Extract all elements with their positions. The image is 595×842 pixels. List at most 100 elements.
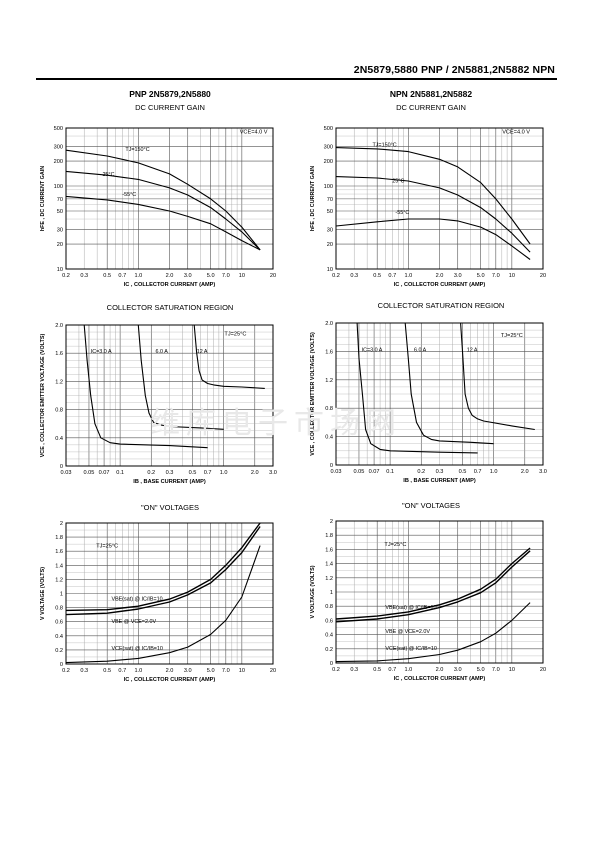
series-label: VCE(sat) @ IC/IB=10 (111, 646, 162, 652)
x-tick-label: 3.0 (454, 273, 462, 279)
x-tick-label: 1.0 (134, 273, 142, 279)
x-tick-label: 10 (239, 273, 245, 279)
y-tick-label: 0 (60, 464, 63, 470)
x-tick-label: 0.7 (474, 469, 482, 475)
x-tick-label: 5.0 (207, 273, 215, 279)
x-tick-label: 5.0 (477, 667, 485, 673)
series-line (335, 147, 531, 245)
y-tick-label: 100 (54, 184, 63, 190)
plot-frame (335, 322, 544, 466)
y-tick-label: 1.6 (325, 547, 333, 553)
x-tick-label: 0.05 (84, 470, 95, 476)
x-tick-label: 0.2 (417, 469, 425, 475)
pnp-gain-title: DC CURRENT GAIN (135, 103, 205, 112)
y-tick-label: 1.6 (55, 549, 63, 555)
series-line (83, 324, 208, 449)
x-axis-label: IC , COLLECTOR CURRENT (AMP) (394, 282, 486, 288)
npn-sat-title: COLLECTOR SATURATION REGION (377, 301, 505, 310)
series-label: 6.0 A (414, 347, 427, 353)
x-tick-label: 2.0 (251, 470, 259, 476)
grid (335, 520, 544, 664)
x-axis-label: IB , BASE CURRENT (AMP) (403, 478, 476, 484)
plot-frame (65, 324, 274, 467)
grid (65, 324, 274, 467)
y-tick-label: 50 (57, 209, 63, 215)
x-tick-label: 0.7 (118, 668, 126, 674)
series-label: 12 A (197, 349, 208, 355)
x-tick-label: 0.5 (103, 273, 111, 279)
y-tick-label: 0.8 (55, 606, 63, 612)
series-line (65, 522, 261, 612)
y-axis-label: V VOLTAGE (VOLTS) (310, 565, 316, 618)
x-axis-label: IC , COLLECTOR CURRENT (AMP) (394, 676, 486, 682)
y-tick-label: 0.2 (325, 647, 333, 653)
x-tick-label: 20 (270, 273, 276, 279)
y-axis-label: hFE , DC CURRENT GAIN (310, 166, 316, 231)
x-tick-label: 0.3 (80, 273, 88, 279)
x-tick-label: 0.7 (388, 667, 396, 673)
npn-column-title: NPN 2N5881,2N5882 (389, 89, 473, 99)
x-tick-label: 1.0 (134, 668, 142, 674)
series-label: VBE(sat) @ IC/IB=10 (111, 597, 162, 603)
plot-frame (335, 520, 544, 664)
x-tick-label: 20 (540, 273, 546, 279)
x-tick-label: 2.0 (166, 668, 174, 674)
series-line (193, 324, 265, 389)
series-line (335, 176, 531, 253)
plot-frame (65, 522, 274, 665)
x-tick-label: 0.3 (80, 668, 88, 674)
series-label: -55°C (395, 210, 409, 216)
watermark-text: 维库电子市场网 (150, 406, 402, 441)
series-label: TJ=150°C (372, 142, 396, 148)
y-tick-label: 0 (330, 661, 333, 667)
series-label: 25°C (392, 179, 404, 185)
x-tick-label: 0.2 (332, 273, 340, 279)
y-tick-label: 20 (327, 242, 333, 248)
plot-frame (335, 127, 544, 270)
x-tick-label: 0.3 (436, 469, 444, 475)
y-tick-label: 1.6 (55, 351, 63, 357)
condition-label: TJ=25°C (96, 544, 118, 550)
pnp-column-title: PNP 2N5879,2N5880 (129, 89, 211, 99)
series-label: VBE(sat) @ IC/IB=10 (385, 605, 436, 611)
y-tick-label: 0.8 (325, 604, 333, 610)
x-tick-label: 0.5 (459, 469, 467, 475)
y-tick-label: 0.2 (55, 648, 63, 654)
y-tick-label: 0.4 (325, 435, 333, 441)
x-axis-label: IB , BASE CURRENT (AMP) (133, 479, 206, 485)
x-tick-label: 10 (509, 273, 515, 279)
y-tick-label: 10 (57, 267, 63, 273)
x-tick-label: 5.0 (207, 668, 215, 674)
y-tick-label: 10 (327, 267, 333, 273)
y-tick-label: 2.0 (55, 323, 63, 329)
x-tick-label: 0.07 (369, 469, 380, 475)
y-tick-label: 50 (327, 209, 333, 215)
y-tick-label: 0 (60, 662, 63, 668)
x-tick-label: 0.3 (350, 273, 358, 279)
page-header-title: 2N5879,5880 PNP / 2N5881,2N5882 NPN (353, 64, 555, 76)
series-line (356, 322, 478, 454)
series-line (65, 195, 261, 251)
header-rule (36, 78, 557, 80)
y-tick-label: 200 (54, 159, 63, 165)
y-tick-label: 0.6 (325, 618, 333, 624)
series-label: VBE @ VCE=2.0V (385, 629, 430, 635)
y-axis-label: VCE , COLLECTOR EMITTER VOLTAGE (VOLTS) (40, 334, 46, 458)
x-tick-label: 0.7 (118, 273, 126, 279)
npn-gain-title: DC CURRENT GAIN (396, 103, 466, 112)
series-label: TJ=150°C (125, 147, 149, 153)
y-tick-label: 1.8 (55, 535, 63, 541)
x-tick-label: 5.0 (477, 273, 485, 279)
y-tick-label: 1.2 (325, 378, 333, 384)
x-tick-label: 1.0 (490, 469, 498, 475)
y-tick-label: 1.4 (55, 563, 63, 569)
condition-label: TJ=25°C (224, 332, 246, 338)
x-tick-label: 0.07 (99, 470, 110, 476)
x-tick-label: 2.0 (436, 273, 444, 279)
x-tick-label: 0.1 (386, 469, 394, 475)
x-tick-label: 2.0 (436, 667, 444, 673)
